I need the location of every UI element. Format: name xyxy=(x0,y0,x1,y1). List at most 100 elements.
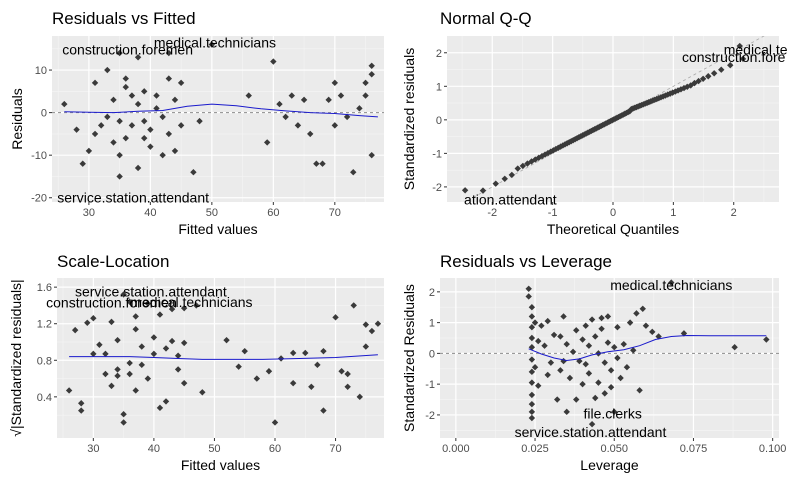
data-point xyxy=(153,92,160,99)
data-point xyxy=(241,347,248,355)
x-axis-title: Fitted values xyxy=(178,221,257,237)
data-point xyxy=(180,339,188,347)
data-point xyxy=(535,154,542,161)
data-point xyxy=(664,91,671,98)
data-point xyxy=(544,371,551,379)
data-point xyxy=(138,343,145,350)
data-point xyxy=(535,337,542,345)
data-point xyxy=(138,361,145,369)
data-point xyxy=(174,366,182,373)
data-point xyxy=(85,147,93,155)
data-point xyxy=(560,357,567,365)
panel-rvl: Residuals vs Leverage 0.000 0.025 0.050 0.07… xyxy=(401,252,786,473)
data-point xyxy=(514,165,521,172)
data-point xyxy=(636,387,643,394)
data-point xyxy=(588,316,596,323)
data-point xyxy=(666,90,674,97)
data-point xyxy=(592,333,599,340)
data-point xyxy=(479,187,487,194)
data-point xyxy=(623,364,631,371)
x-tick-label: 70 xyxy=(329,443,341,455)
data-point xyxy=(150,350,158,358)
y-tick-label: 0 xyxy=(41,108,47,120)
plot-area xyxy=(440,279,779,428)
data-point xyxy=(684,83,691,90)
point-annotation: medical.technicians xyxy=(610,277,732,293)
data-point xyxy=(153,105,160,112)
x-tick-label: 50 xyxy=(208,443,220,455)
data-point xyxy=(362,79,369,87)
data-point xyxy=(552,145,560,153)
y-tick-label: 0.4 xyxy=(37,392,52,404)
point-annotation: construction.foremen xyxy=(46,295,177,311)
data-point xyxy=(162,398,170,405)
data-point xyxy=(563,340,570,348)
data-point xyxy=(122,134,129,142)
data-point xyxy=(680,330,688,337)
data-point xyxy=(289,379,297,387)
data-point xyxy=(579,336,586,343)
data-point xyxy=(97,122,105,129)
data-point xyxy=(569,348,577,356)
data-point xyxy=(501,175,508,182)
data-point xyxy=(350,169,357,176)
smooth-line xyxy=(69,354,378,360)
data-point xyxy=(126,359,133,367)
data-point xyxy=(614,324,621,331)
data-point xyxy=(263,139,271,146)
data-point xyxy=(150,334,158,341)
data-point xyxy=(582,360,589,368)
data-point xyxy=(90,350,97,358)
y-tick-label: -2 xyxy=(432,182,442,194)
data-point xyxy=(253,375,261,382)
x-tick-label: 60 xyxy=(269,443,281,455)
data-point xyxy=(332,314,339,321)
x-tick-label: 50 xyxy=(206,207,218,219)
data-point xyxy=(595,379,602,386)
data-point xyxy=(528,356,536,363)
data-point xyxy=(165,49,173,57)
data-point xyxy=(695,77,702,85)
data-point xyxy=(642,322,650,329)
data-point xyxy=(128,92,136,99)
data-point xyxy=(611,344,618,351)
data-point xyxy=(547,359,555,366)
data-point xyxy=(196,117,203,125)
x-tick-label: 0.075 xyxy=(680,443,708,455)
data-point xyxy=(147,126,154,133)
point-annotation: service.station.attendant xyxy=(57,189,209,205)
data-point xyxy=(159,113,166,121)
data-point xyxy=(604,313,612,320)
data-point xyxy=(177,79,185,87)
data-point xyxy=(541,342,548,349)
data-point xyxy=(368,62,375,69)
data-point xyxy=(633,310,640,317)
panel-sl: Scale-Location 30 40 50 60 70 0.4 0.8 1.2 1.6 Fitt… xyxy=(8,252,384,473)
data-point xyxy=(116,173,123,180)
data-point xyxy=(655,333,662,340)
data-point xyxy=(65,387,73,394)
data-point xyxy=(78,400,85,407)
data-point xyxy=(519,162,527,170)
data-point xyxy=(677,86,685,93)
data-point xyxy=(141,88,148,95)
panel-title: Scale-Location xyxy=(57,252,169,271)
data-point xyxy=(649,328,656,336)
x-tick-label: 40 xyxy=(148,443,160,455)
data-point xyxy=(156,404,164,412)
panel-qq: Normal Q-Q -2 -1 0 1 2 -2 -1 0 1 2 Theoretical Quan… xyxy=(401,9,787,237)
data-point xyxy=(190,169,197,176)
data-point xyxy=(563,408,570,416)
data-point xyxy=(560,313,567,320)
point-annotation: medical.technicians xyxy=(154,34,276,50)
data-point xyxy=(171,147,179,155)
data-point xyxy=(528,334,536,342)
x-tick-label: 60 xyxy=(267,207,279,219)
data-point xyxy=(270,58,277,65)
y-tick-label: 1.6 xyxy=(37,282,52,294)
data-point xyxy=(668,279,675,286)
data-point xyxy=(538,322,545,329)
x-tick-label: 0.050 xyxy=(600,443,628,455)
data-point xyxy=(368,327,376,335)
data-point xyxy=(162,345,170,352)
